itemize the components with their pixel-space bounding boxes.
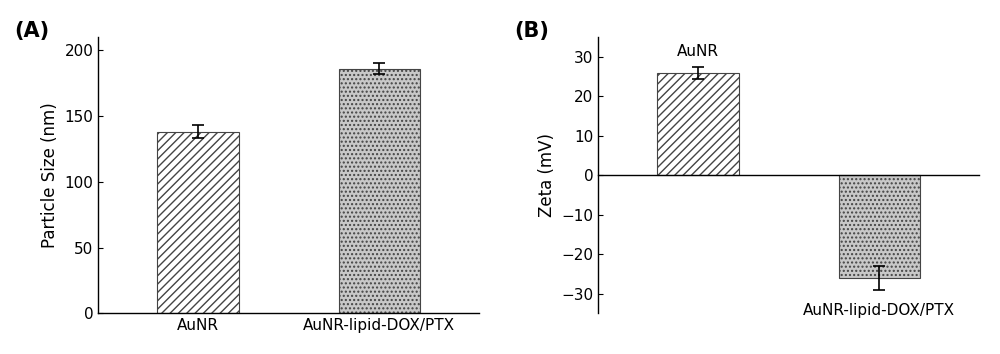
Bar (839, 175, 920, 278)
Text: AuNR: AuNR (677, 44, 719, 59)
Text: (B): (B) (515, 21, 549, 41)
Bar (339, 69, 420, 313)
Bar (157, 132, 239, 313)
Text: AuNR-lipid-DOX/PTX: AuNR-lipid-DOX/PTX (803, 303, 955, 319)
Text: (A): (A) (15, 21, 50, 41)
Y-axis label: Particle Size (nm): Particle Size (nm) (41, 102, 59, 248)
Bar (657, 73, 739, 175)
Y-axis label: Zeta (mV): Zeta (mV) (538, 133, 556, 217)
